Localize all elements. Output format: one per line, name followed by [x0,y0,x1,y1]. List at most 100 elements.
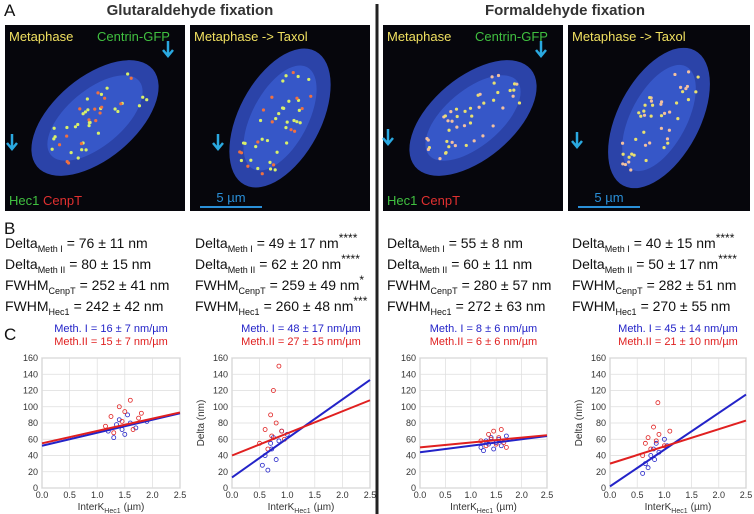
data-point [136,415,142,421]
x-tick-label: 2.0 [336,490,349,500]
kinetochore [482,101,486,105]
kinetochore [659,100,664,104]
kinetochore [249,158,253,162]
kinetochore [481,134,485,138]
stat-line: DeltaMeth II = 50 ± 17 nm**** [572,252,737,275]
kinetochore [96,131,101,135]
kinetochore [445,139,449,144]
kinetochore [93,107,97,111]
x-axis-label-main: InterK [450,502,477,513]
y-tick-label: 40 [28,451,38,461]
kinetochore [438,157,442,161]
y-tick-label: 80 [406,418,416,428]
x-axis-label: InterKHec1 (µm) [645,502,712,514]
kinetochore [443,114,447,118]
kinetochore [292,118,296,123]
data-point [268,412,274,418]
kinetochore [307,77,311,82]
data-point [122,431,128,437]
stat-line: DeltaMeth I = 55 ± 8 nm [387,235,523,254]
kinetochore [53,135,57,139]
kinetochore [686,70,691,74]
kinetochore [629,168,633,172]
data-point [667,428,673,434]
stat-subscript: Meth II [38,265,66,275]
stat-value: = 49 ± 17 nm [257,235,339,251]
stat-label: Delta [195,235,228,251]
stat-line: FWHMCenpT = 282 ± 51 nm [572,277,736,296]
kinetochore [289,128,293,132]
kinetochore [491,124,495,128]
stat-subscript: Hec1 [49,307,70,317]
kinetochore [468,106,473,110]
significance: **** [341,252,360,266]
kinetochore [492,81,496,85]
micrographs: Metaphase Centrin-GFP Hec1 CenpT Metaphase -… [5,25,750,211]
kinetochore [450,140,454,144]
kinetochore [668,110,672,114]
kinetochore [260,137,264,141]
x-tick-label: 1.5 [685,490,698,500]
kinetochore [73,125,78,129]
kinetochore [295,120,299,124]
x-axis-label-unit: (µm) [314,502,335,513]
kinetochore [268,160,272,164]
data-point [116,404,122,410]
y-tick-label: 40 [596,451,606,461]
y-tick-label: 140 [23,369,38,379]
stat-subscript: Hec1 [431,307,452,317]
data-point [273,457,279,462]
kinetochore [96,91,100,95]
kinetochore [246,164,250,168]
kinetochore [694,90,698,94]
data-point [503,444,509,450]
column-title: Formaldehyde fixation [485,2,645,19]
x-tick-label: 1.0 [658,490,671,500]
image-label: Hec1 [9,193,39,208]
y-tick-label: 0 [223,483,228,493]
kinetochore [649,99,654,103]
data-point [268,440,274,446]
kinetochore [627,160,631,164]
chromosomes [622,64,696,172]
kinetochore [99,92,104,96]
kinetochore [100,105,104,109]
y-tick-label: 140 [213,369,228,379]
kinetochore [659,126,664,130]
y-tick-label: 100 [23,402,38,412]
kinetochore [274,117,278,121]
fit-line [609,419,747,465]
stat-subscript: Meth II [228,265,256,275]
stat-subscript: CenpT [49,286,77,296]
data-point [111,435,117,441]
kinetochore [659,114,664,118]
y-tick-label: 100 [213,402,228,412]
stat-line: DeltaMeth II = 60 ± 11 nm [387,256,532,275]
stat-subscript: Meth II [605,265,633,275]
kinetochore [642,130,646,134]
significance: **** [718,252,737,266]
kinetochore [444,150,448,155]
kinetochore [642,113,647,117]
stat-line: DeltaMeth II = 80 ± 15 nm [5,256,151,275]
kinetochore [84,148,88,152]
y-tick-label: 120 [591,386,606,396]
stat-line: FWHMHec1 = 270 ± 55 nm [572,298,730,317]
data-point [130,427,136,432]
data-point [653,440,659,446]
kinetochore [260,172,264,176]
data-point [656,431,662,437]
data-point [259,462,265,468]
kinetochore [623,162,628,167]
kinetochore [52,126,56,130]
arrow [535,41,547,58]
kinetochore [472,139,476,143]
kinetochore [87,120,91,125]
stat-subscript: Meth II [420,265,448,275]
x-axis-label-sub: Hec1 [477,508,493,514]
y-tick-label: 100 [401,402,416,412]
stat-label: Delta [387,235,420,251]
legend-entry: Meth. I = 45 ± 14 nm/µm [618,323,738,335]
data-point [642,440,648,446]
stat-line: FWHMCenpT = 280 ± 57 nm [387,277,551,296]
